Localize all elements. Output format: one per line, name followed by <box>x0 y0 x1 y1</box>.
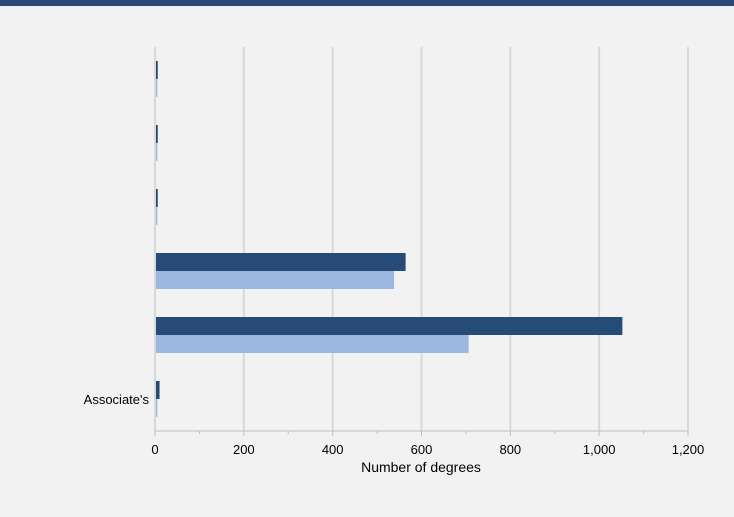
chart: 0 200 400 600 800 1,000 1,200 Associate's Numbe… <box>0 6 734 512</box>
category-label: Associate's <box>84 392 150 407</box>
x-tick-label: 400 <box>322 442 344 457</box>
bar <box>156 381 160 399</box>
bar <box>156 79 158 97</box>
bar <box>156 143 158 161</box>
axes <box>154 47 689 436</box>
bar <box>156 125 158 143</box>
x-tick-label: 1,000 <box>583 442 616 457</box>
header-rule <box>0 0 734 6</box>
grid-lines <box>242 47 689 431</box>
bar <box>156 399 158 417</box>
labels: 0 200 400 600 800 1,000 1,200 Associate's <box>84 392 705 457</box>
bar <box>156 189 158 207</box>
bar <box>156 253 406 271</box>
x-tick-label: 600 <box>411 442 433 457</box>
x-axis-label: Number of degrees <box>361 459 481 475</box>
x-tick-label: 1,200 <box>672 442 705 457</box>
bar <box>156 207 158 225</box>
x-tick-label: 0 <box>151 442 158 457</box>
x-tick-label: 800 <box>499 442 521 457</box>
bar <box>156 335 469 353</box>
x-tick-label: 200 <box>233 442 255 457</box>
bar <box>156 271 395 289</box>
bar <box>156 317 623 335</box>
bar-chart-svg: 0 200 400 600 800 1,000 1,200 Associate's Numbe… <box>84 47 705 475</box>
bars <box>156 61 623 417</box>
bar <box>156 61 158 79</box>
